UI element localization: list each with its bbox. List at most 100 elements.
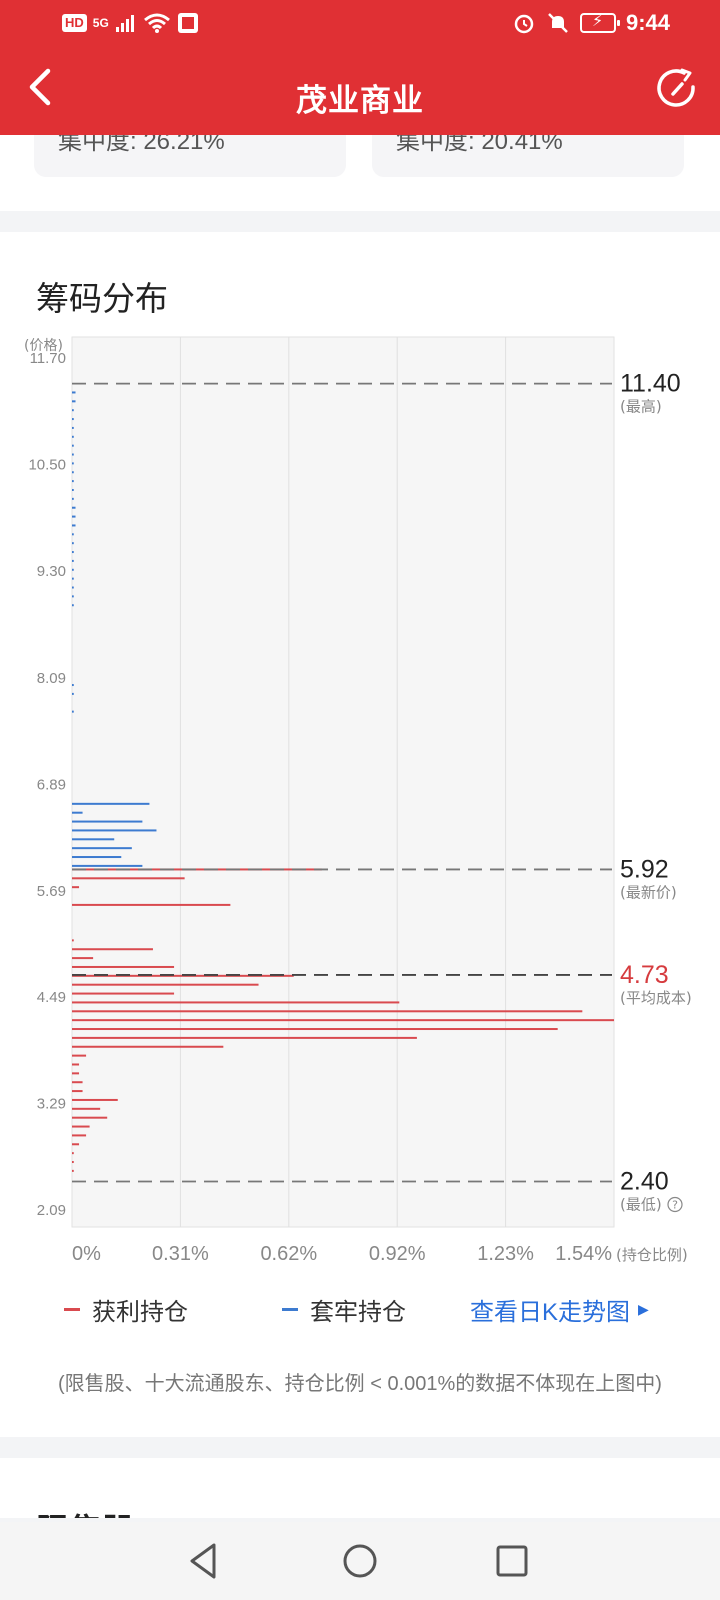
y-tick-label: 4.49 [37,989,66,1006]
x-tick-label: 1.54% [555,1243,612,1265]
chip-bar [72,1081,83,1084]
y-tick-label: 3.29 [37,1096,66,1113]
chip-bar [72,903,231,906]
y-tick-label: 9.30 [37,563,66,580]
status-bar: HD 5G [0,0,720,48]
restricted-shares-title: 限售股 [36,1504,135,1518]
chart-legend: 获利持仓 套牢持仓 查看日K走势图 ▶ [0,1292,720,1342]
chip-bar [72,939,74,942]
chip-bar [72,595,74,598]
chip-bar [72,1045,224,1048]
chip-bar [72,868,322,871]
view-daily-k-label: 查看日K走势图 [470,1299,631,1326]
chip-bar [72,400,76,403]
nav-home-icon[interactable] [335,1536,385,1586]
alarm-icon [514,14,534,34]
y-tick-label: 5.69 [37,883,66,900]
nav-bar-top: 茂业商业 [0,55,720,135]
chip-bar [72,524,76,527]
reference-sublabel: (平均成本) [620,989,692,1007]
chip-bar [72,1072,80,1075]
chip-bar [72,1010,583,1013]
concentration-right-value: 集中度: 20.41% [396,135,563,155]
view-daily-k-link[interactable]: 查看日K走势图 ▶ [470,1292,649,1327]
concentration-card-left: 集中度: 26.21% [34,135,346,177]
chip-bar [72,551,74,554]
chip-bar [72,426,74,429]
chip-bar [72,409,74,412]
legend-profit: 获利持仓 [64,1292,188,1327]
question-icon-circle [667,1196,683,1213]
chip-bar [72,604,74,607]
refresh-icon[interactable] [654,67,698,111]
y-tick-label: 8.09 [37,670,66,687]
y-tick-label: 11.70 [30,350,66,367]
chip-bar [72,1098,118,1101]
chip-bar [72,1152,74,1155]
chip-bar [72,515,76,518]
nav-back-icon[interactable] [180,1536,230,1586]
reference-sublabel: (最新价) [620,883,677,901]
status-time: 9:44 [625,10,670,35]
chip-bar [72,559,74,562]
chip-bar [72,802,150,805]
chip-bar [72,829,157,832]
chip-bar [72,568,74,571]
x-tick-label: 0.31% [152,1243,209,1265]
chip-bar [72,1063,80,1066]
x-tick-label: 0.92% [369,1243,426,1265]
chip-bar [72,1090,83,1093]
chip-bar [72,488,74,491]
chip-bar [72,435,74,438]
chip-bar [72,886,80,889]
reference-value: 5.92 [620,855,669,883]
chip-bar [72,586,74,589]
chip-bar [72,948,153,951]
chip-distribution-section: 筹码分布 11.70 10.50 9.30 8.09 6.89 5.69 4.49 3.29 2… [0,232,720,1437]
chip-bar [72,838,115,841]
status-icons-left: HD 5G [62,12,199,34]
status-icons-right: ⚡ 9:44 [512,10,670,36]
back-arrow-icon[interactable] [22,67,62,107]
network-type: 5G [92,16,109,30]
concentration-card-right: 集中度: 20.41% [372,135,684,177]
question-icon-glyph: ? [672,1199,678,1212]
reference-value: 2.40 [620,1168,669,1196]
chip-bar [72,1116,108,1119]
chip-bar [72,533,74,536]
chip-bar [72,1169,74,1172]
chip-bar [72,847,132,850]
reference-value: 4.73 [620,961,669,989]
concentration-section: 集中度: 26.21% 集中度: 20.41% [0,135,720,211]
y-axis-label: (价格) [24,338,63,354]
chip-bar [72,471,74,474]
x-tick-label: 0.62% [260,1243,317,1265]
legend-trapped-label: 套牢持仓 [310,1299,406,1326]
triangle-right-icon: ▶ [638,1301,649,1317]
chip-bar [72,1125,90,1128]
chip-bar [72,1001,400,1004]
chip-bar [72,864,143,867]
chip-bar [72,820,143,823]
chip-bar [72,992,175,995]
y-tick-label: 10.50 [28,456,66,473]
nav-recents-icon[interactable] [487,1536,537,1586]
app-notification-icon [177,13,198,33]
chip-bar [72,444,74,447]
chart-footnote: (限售股、十大流通股东、持仓比例 < 0.001%的数据不体现在上图中) [58,1373,662,1395]
chip-bar [72,684,74,687]
chip-bar [72,391,76,394]
chip-bar [72,480,74,483]
x-tick-label: 1.23% [477,1243,534,1265]
concentration-left-value: 集中度: 26.21% [58,135,225,155]
signal-icon [115,15,134,32]
reference-sublabel: (最低) [620,1196,662,1214]
chip-bar [72,418,74,421]
chip-bar [72,577,74,580]
chip-bar [72,811,83,814]
chip-bar [72,856,122,859]
legend-trapped: 套牢持仓 [282,1292,406,1327]
y-tick-label: 2.09 [37,1202,66,1219]
wifi-icon [143,13,170,33]
y-tick-label: 6.89 [37,776,66,793]
